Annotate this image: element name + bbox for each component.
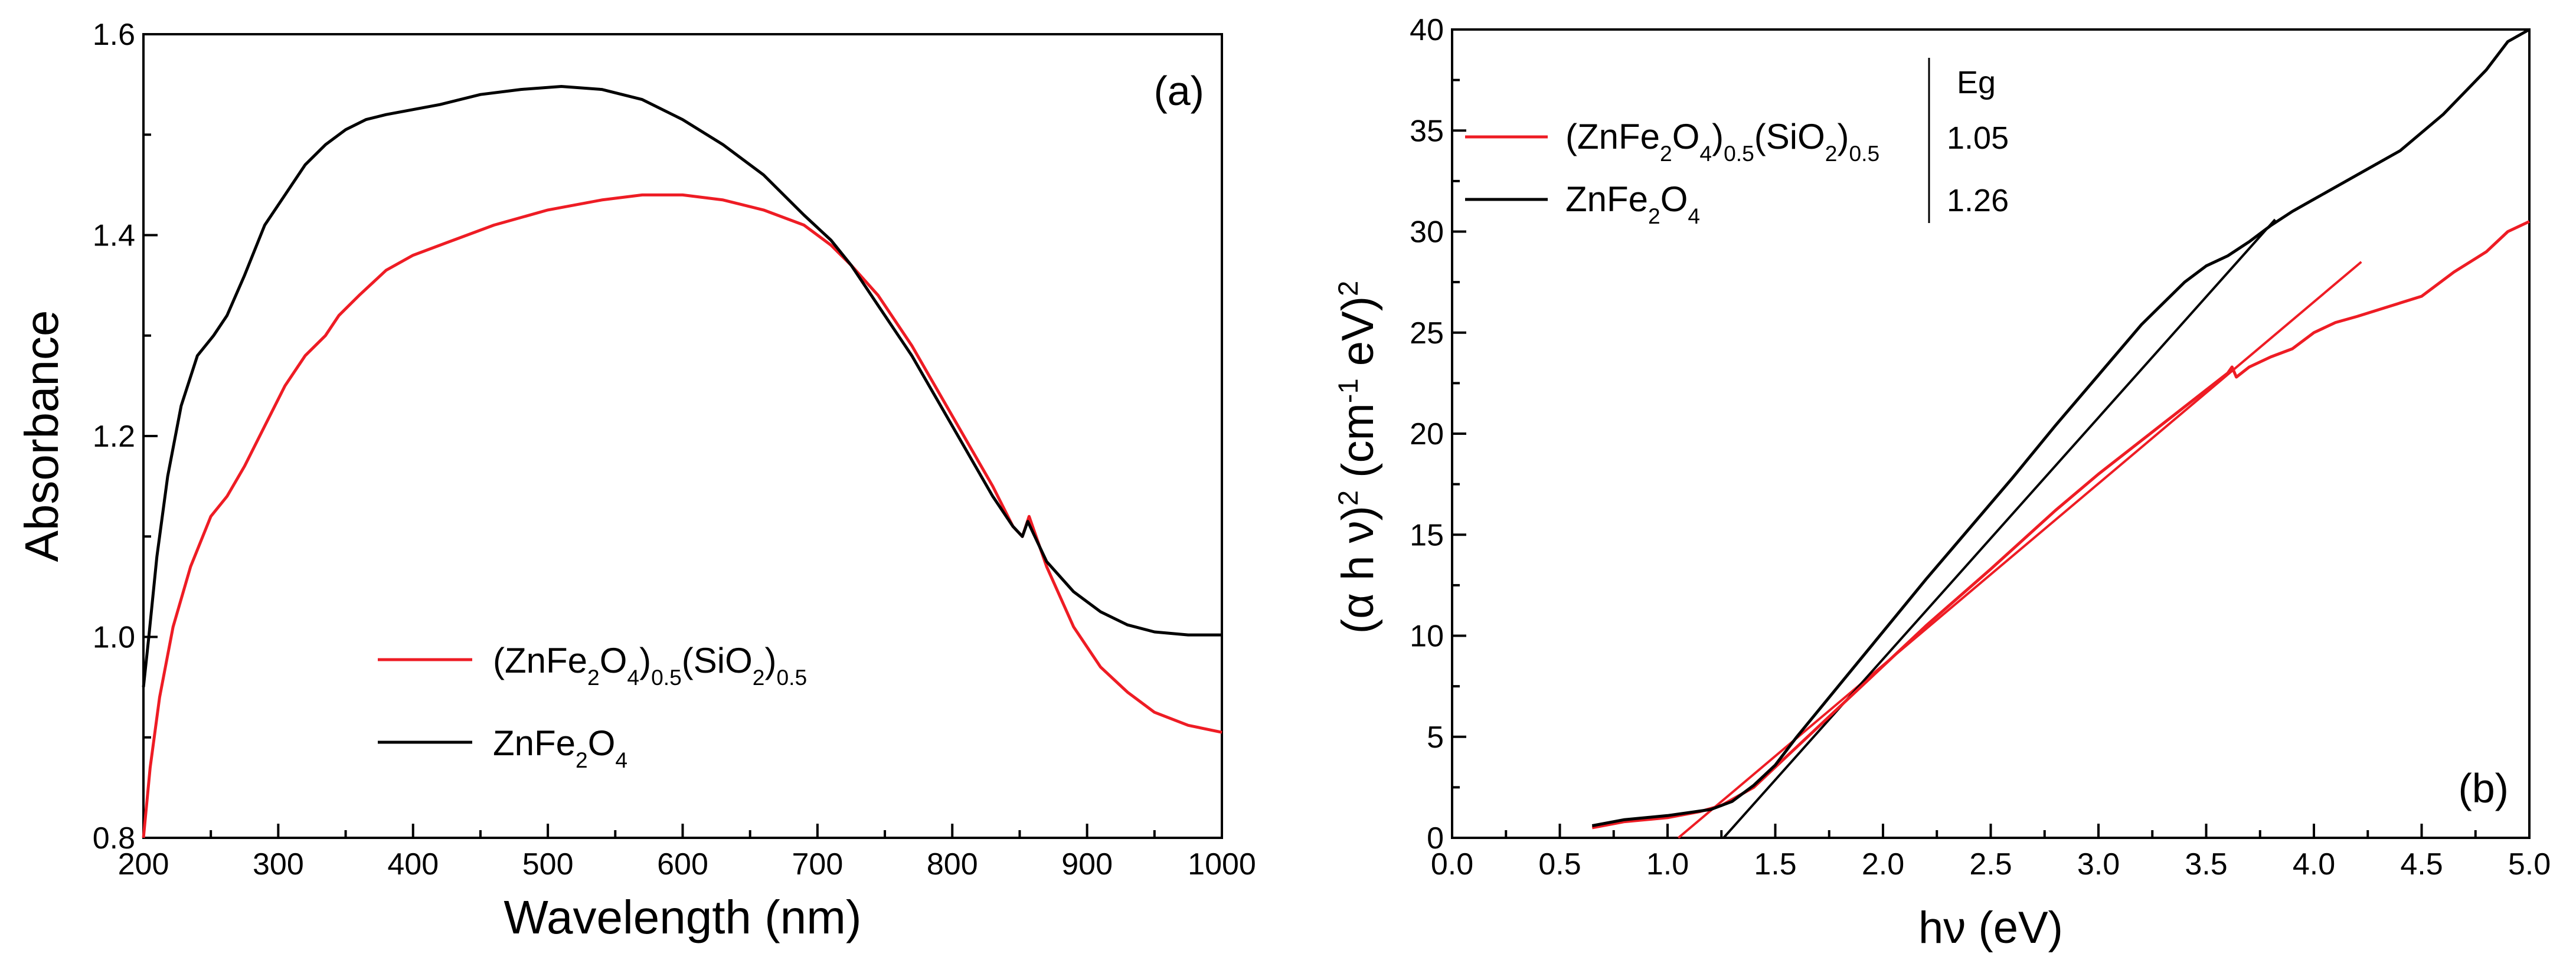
- legend-label-part: ): [764, 641, 776, 680]
- y-axis-title-part: (cm: [1333, 403, 1383, 490]
- fit-line: [1678, 261, 2362, 839]
- x-tick-label: 3.0: [2077, 847, 2120, 881]
- panel-label: (b): [2458, 765, 2509, 811]
- y-tick-label: 1.2: [93, 420, 135, 454]
- y-tick-label: 1.4: [93, 219, 135, 253]
- y-axis-title-part: (α h ν): [1333, 506, 1383, 634]
- legend-label-part: 4: [1699, 141, 1712, 166]
- legend-label-part: 0.5: [776, 665, 807, 690]
- legend-label-part: 0.5: [651, 665, 682, 690]
- x-tick-label: 0.0: [1431, 847, 1473, 881]
- y-axis-title-part: eV): [1333, 296, 1383, 378]
- y-tick-label: 0.8: [93, 821, 135, 856]
- fit-line: [1722, 218, 2276, 839]
- legend-label-part: ): [1712, 117, 1724, 156]
- eg-header: Eg: [1957, 65, 1996, 100]
- x-tick-label: 500: [522, 847, 574, 881]
- x-tick-label: 4.5: [2400, 847, 2443, 881]
- eg-value: 1.26: [1947, 183, 2009, 218]
- legend-label-part: (SiO: [682, 641, 753, 680]
- x-tick-label: 400: [387, 847, 439, 881]
- y-axis-title: (α h ν)2 (cm-1 eV)2: [1332, 281, 1384, 634]
- panel-a-absorbance-chart: 200 300 400 500 600 700 800 900 1000 0.8 1.0 1.2 1.4…: [15, 18, 1256, 943]
- legend-label-part: 4: [1688, 204, 1700, 228]
- legend-label-part: 2: [1648, 204, 1660, 228]
- x-axis-title: Wavelength (nm): [504, 891, 861, 943]
- legend-label-part: 2: [753, 665, 765, 690]
- legend-label-part: 4: [627, 665, 639, 690]
- legend-label: (ZnFe2O4)0.5(SiO2)0.5: [1565, 117, 1879, 166]
- legend-label-part: (ZnFe: [1565, 117, 1660, 156]
- panel-label: (a): [1153, 68, 1204, 114]
- x-tick-label: 200: [118, 847, 169, 881]
- legend-label-part: 2: [587, 665, 600, 690]
- legend-label-part: 0.5: [1724, 141, 1754, 166]
- x-tick-label: 300: [253, 847, 304, 881]
- legend-label-part: ): [1837, 117, 1849, 156]
- x-axis-title: hν (eV): [1918, 903, 2063, 953]
- eg-value: 1.05: [1947, 120, 2009, 156]
- y-axis-title-part: -1: [1332, 378, 1364, 403]
- y-tick-label: 10: [1410, 620, 1444, 654]
- x-tick-label: 2.0: [1862, 847, 1904, 881]
- y-axis-title-part: 2: [1332, 490, 1364, 506]
- y-tick-label: 1.6: [93, 18, 135, 52]
- legend-label: ZnFe2O4: [1565, 179, 1700, 228]
- y-tick-label: 5: [1427, 720, 1444, 755]
- x-tick-label: 1.5: [1754, 847, 1796, 881]
- legend-label-part: O: [1660, 179, 1688, 219]
- x-tick-label: 700: [792, 847, 843, 881]
- panel-b-tauc-plot: 0.0 0.5 1.0 1.5 2.0 2.5 3.0 3.5 4.0 4.5 5.0 0 5 10 15 2…: [1332, 13, 2551, 953]
- legend-label-part: O: [600, 641, 627, 680]
- legend-label-part: O: [588, 723, 616, 763]
- y-tick-label: 1.0: [93, 621, 135, 655]
- y-tick-label: 0: [1427, 821, 1444, 856]
- legend-label-part: 2: [1660, 141, 1672, 166]
- legend-label-part: O: [1672, 117, 1700, 156]
- y-tick-label: 40: [1410, 13, 1444, 47]
- y-axis-title: Absorbance: [15, 310, 68, 562]
- legend-label-part: 4: [615, 748, 627, 772]
- legend-label-part: ZnFe: [1565, 179, 1648, 219]
- series-line: [142, 85, 1222, 687]
- legend-label-part: ): [639, 641, 651, 680]
- series-line: [1591, 220, 2531, 830]
- x-tick-label: 3.5: [2185, 847, 2227, 881]
- x-tick-label: 4.0: [2293, 847, 2335, 881]
- y-tick-label: 15: [1410, 518, 1444, 552]
- legend-label-part: 0.5: [1849, 141, 1879, 166]
- y-tick-label: 25: [1410, 316, 1444, 350]
- series-line: [1591, 28, 2531, 827]
- x-tick-label: 0.5: [1538, 847, 1581, 881]
- legend-label: (ZnFe2O4)0.5(SiO2)0.5: [493, 641, 807, 690]
- x-tick-label: 600: [657, 847, 708, 881]
- x-tick-label: 900: [1061, 847, 1113, 881]
- x-tick-label: 800: [927, 847, 978, 881]
- y-tick-label: 30: [1410, 215, 1444, 250]
- x-tick-label: 5.0: [2508, 847, 2551, 881]
- legend-label-part: 2: [1825, 141, 1838, 166]
- legend-label-part: (SiO: [1754, 117, 1825, 156]
- x-tick-label: 1000: [1188, 847, 1256, 881]
- legend-label-part: ZnFe: [493, 723, 576, 763]
- y-tick-label: 20: [1410, 417, 1444, 451]
- x-tick-label: 2.5: [1969, 847, 2012, 881]
- plot-frame: [142, 33, 1223, 839]
- series-line: [142, 193, 1222, 838]
- legend-label: ZnFe2O4: [493, 723, 627, 772]
- y-tick-label: 35: [1410, 114, 1444, 148]
- y-axis-title-part: 2: [1332, 281, 1364, 296]
- legend-label-part: (ZnFe: [493, 641, 587, 680]
- legend-label-part: 2: [576, 748, 588, 772]
- x-tick-label: 1.0: [1646, 847, 1689, 881]
